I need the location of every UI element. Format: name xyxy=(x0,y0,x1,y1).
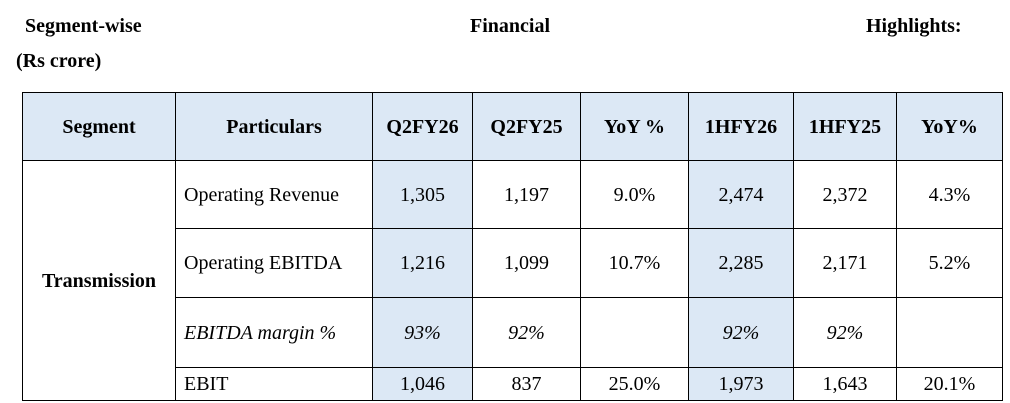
column-header: Particulars xyxy=(175,92,373,161)
value-cell: 9.0% xyxy=(580,160,689,229)
value-cell: 92% xyxy=(472,297,581,368)
value-cell: 92% xyxy=(688,297,794,368)
value-cell: 837 xyxy=(472,367,581,401)
value-cell: 2,474 xyxy=(688,160,794,229)
value-cell: 1,046 xyxy=(372,367,473,401)
segment-cell: Transmission xyxy=(22,160,176,401)
value-cell: 1,305 xyxy=(372,160,473,229)
column-header: YoY % xyxy=(580,92,689,161)
value-cell: 1,643 xyxy=(793,367,897,401)
value-cell: 1,099 xyxy=(472,228,581,298)
column-header: 1HFY26 xyxy=(688,92,794,161)
value-cell xyxy=(896,297,1003,368)
column-header: 1HFY25 xyxy=(793,92,897,161)
table-row: Operating EBITDA 1,216 1,099 10.7% 2,285 2,17… xyxy=(23,228,1003,298)
table-row: EBITDA margin % 93% 92% 92% 92% xyxy=(23,297,1003,368)
value-cell: 2,285 xyxy=(688,228,794,298)
unit-note: (Rs crore) xyxy=(16,50,102,72)
table-body: Transmission Operating Revenue 1,305 1,197 9… xyxy=(22,160,1003,401)
particulars-cell: EBITDA margin % xyxy=(175,297,373,368)
value-cell: 93% xyxy=(372,297,473,368)
value-cell: 2,171 xyxy=(793,228,897,298)
particulars-cell: Operating EBITDA xyxy=(175,228,373,298)
value-cell: 5.2% xyxy=(896,228,1003,298)
value-cell: 1,216 xyxy=(372,228,473,298)
particulars-cell: Operating Revenue xyxy=(175,160,373,229)
column-header: Q2FY25 xyxy=(472,92,581,161)
table-row: Transmission Operating Revenue 1,305 1,197 9… xyxy=(22,160,1003,401)
column-header: YoY% xyxy=(896,92,1003,161)
value-cell xyxy=(580,297,689,368)
value-cell: 2,372 xyxy=(793,160,897,229)
value-cell: 4.3% xyxy=(896,160,1003,229)
financial-table: Segment Particulars Q2FY26 Q2FY25 YoY % 1HFY2… xyxy=(22,92,1003,401)
value-cell: 25.0% xyxy=(580,367,689,401)
value-cell: 1,973 xyxy=(688,367,794,401)
heading-word: Financial xyxy=(470,15,551,37)
table-row: EBIT 1,046 837 25.0% 1,973 1,643 20.1% xyxy=(23,367,1003,401)
column-header: Segment xyxy=(22,92,176,161)
value-cell: 10.7% xyxy=(580,228,689,298)
heading-word: Segment-wise xyxy=(25,15,142,37)
particulars-cell: EBIT xyxy=(175,367,373,401)
value-cell: 1,197 xyxy=(472,160,581,229)
header-row: Segment Particulars Q2FY26 Q2FY25 YoY % 1HFY2… xyxy=(22,92,1003,161)
value-cell: 20.1% xyxy=(896,367,1003,401)
column-header: Q2FY26 xyxy=(372,92,473,161)
heading-word: Highlights: xyxy=(866,15,962,37)
value-cell: 92% xyxy=(793,297,897,368)
